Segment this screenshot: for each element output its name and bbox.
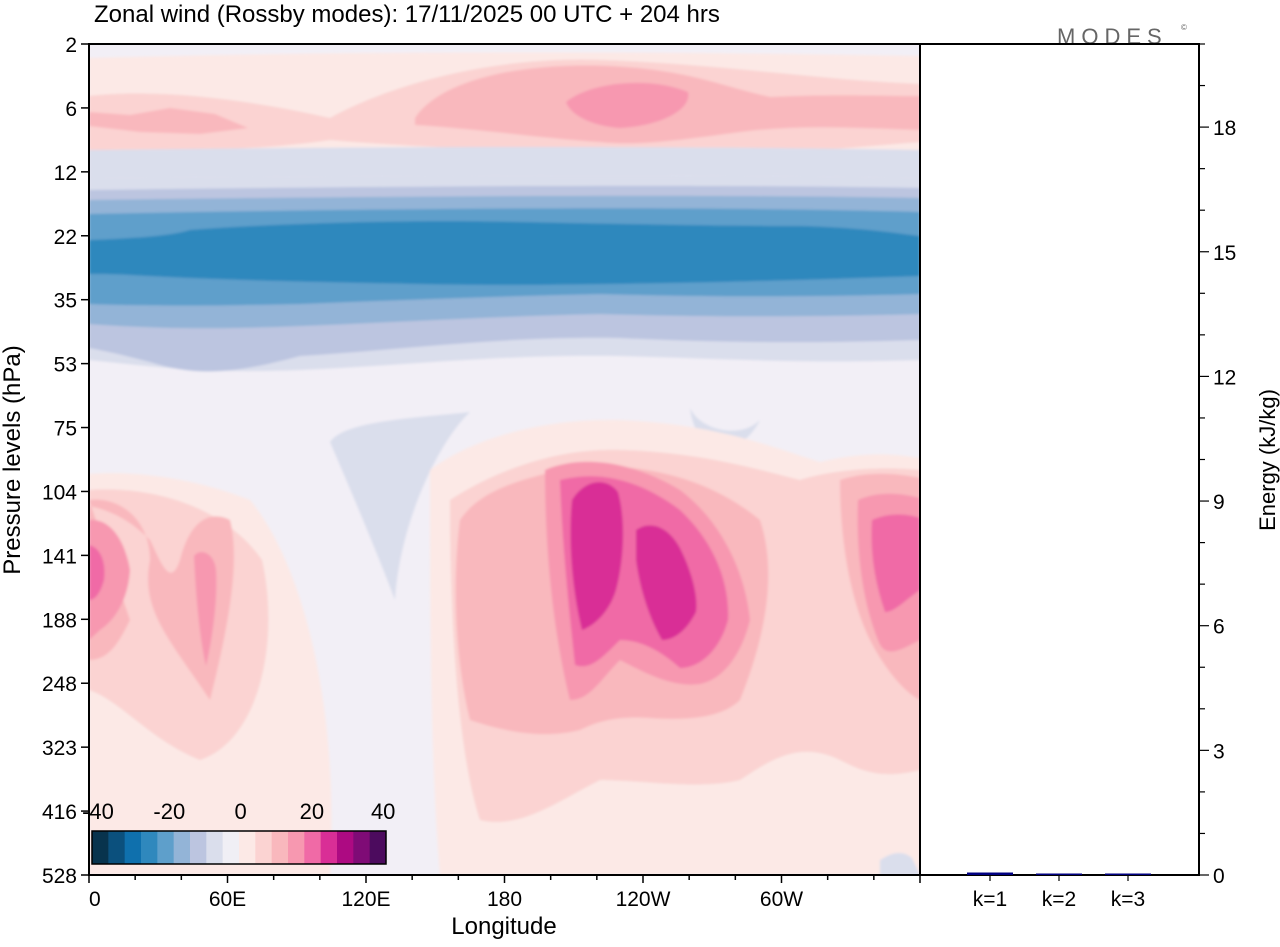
y-tick-label: 22 [54,226,77,249]
colorbar-swatch [124,831,142,864]
x-tick-label: 0 [89,888,101,911]
energy-axis-label: Energy (kJ/kg) [1255,389,1280,531]
x-tick-label: 180 [487,888,522,911]
colorbar-swatch [222,831,240,864]
x-axis-ticks: 0 60E 120E 180 120W 60W [88,875,921,911]
colorbar-tick-label: -40 [82,799,114,824]
x-tick-label: 120W [616,888,671,911]
energy-tick-label: 6 [1213,616,1225,639]
colorbar-swatch [337,831,354,864]
colorbar-tick-label: 40 [371,799,395,824]
y-tick-label: 6 [65,98,77,121]
energy-axes-frame [919,43,1200,876]
contour-tongue [330,412,470,600]
y-tick-label: 248 [42,673,77,696]
colorbar-swatch [92,831,109,864]
y-tick-label: 53 [54,354,77,377]
colorbar-swatch [353,831,371,864]
contour-lower-pos [570,482,624,630]
energy-bar [967,872,1013,875]
colorbar-frame [91,830,387,865]
energy-category-label: k=1 [973,888,1007,911]
energy-tick-label: 12 [1213,366,1236,389]
contour-lower-pos [636,525,697,640]
x-axis-label: Longitude [451,913,556,940]
y-tick-label: 416 [42,801,77,824]
colorbar-swatch [141,831,158,864]
y-axis-label: Pressure levels (hPa) [0,345,26,574]
energy-category-label: k=2 [1042,888,1076,911]
y-tick-label: 75 [54,418,77,441]
contour-field [89,44,920,875]
y-tick-label: 188 [42,609,77,632]
y-tick-label: 141 [42,545,77,568]
colorbar-swatch [173,831,191,864]
contour-lower-pos [89,545,105,600]
x-tick-label: 120E [341,888,390,911]
colorbar-swatch [320,831,338,864]
colorbar-swatch [108,831,126,864]
energy-tick-label: 18 [1213,117,1236,140]
energy-tick-label: 3 [1213,740,1225,763]
contour-upper-pos [566,82,689,128]
energy-axis-ticks: 0 3 6 9 12 15 18 [1199,43,1236,888]
contour-lower-pos [89,499,234,700]
y-tick-label: 35 [54,290,77,313]
contour-lower-pos [880,853,920,875]
colorbar-swatch [157,831,175,864]
energy-bars: k=1 k=2 k=3 [967,872,1151,911]
colorbar-tick-label: -20 [153,799,185,824]
contour-lower-pos [194,552,217,666]
energy-tick-label: 9 [1213,491,1225,514]
chart-title: Zonal wind (Rossby modes): 17/11/2025 00… [94,1,720,28]
colorbar-swatch [271,831,289,864]
contour-lower-pos [89,519,130,640]
y-tick-label: 12 [54,162,77,185]
y-tick-label: 104 [42,481,77,504]
contour-upper-pos [89,108,248,134]
contour-jet [89,147,920,178]
contour-lower-pos [871,514,920,612]
y-tick-label: 528 [42,865,77,888]
energy-category-label: k=3 [1111,888,1145,911]
contour-jet [89,221,920,285]
y-tick-label: 2 [65,34,77,57]
brand-mark: © [1181,23,1187,32]
colorbar-swatch [304,831,322,864]
energy-bar [1036,873,1082,875]
colorbar-swatch [255,831,273,864]
energy-bar [1105,873,1151,875]
colorbar-swatch [190,831,207,864]
energy-tick-label: 15 [1213,242,1236,265]
colorbar-swatch [239,831,256,864]
colorbar: -40 -20 0 20 40 [82,799,395,865]
colorbar-swatch [288,831,305,864]
colorbar-tick-label: 0 [234,799,246,824]
x-tick-label: 60W [760,888,803,911]
y-axis-ticks: 2 6 12 22 35 53 75 104 141 188 248 323 416 528 [42,34,89,888]
energy-tick-label: 0 [1213,865,1225,888]
x-tick-label: 60E [209,888,246,911]
colorbar-swatch [206,831,224,864]
y-tick-label: 323 [42,737,77,760]
colorbar-tick-label: 20 [300,799,324,824]
colorbar-swatch [369,831,387,864]
